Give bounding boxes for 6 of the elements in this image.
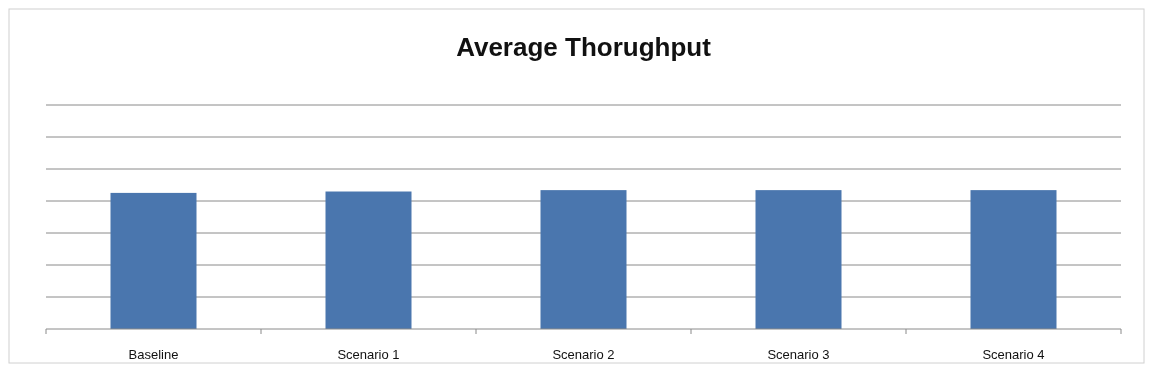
x-tick-label: Scenario 1: [337, 347, 400, 362]
x-tick-label: Scenario 2: [552, 347, 615, 362]
chart-title: Average Thorughput: [456, 32, 712, 62]
x-tick-label: Baseline: [128, 347, 179, 362]
x-tick-label: Scenario 3: [767, 347, 830, 362]
x-tick-label: Scenario 4: [982, 347, 1045, 362]
